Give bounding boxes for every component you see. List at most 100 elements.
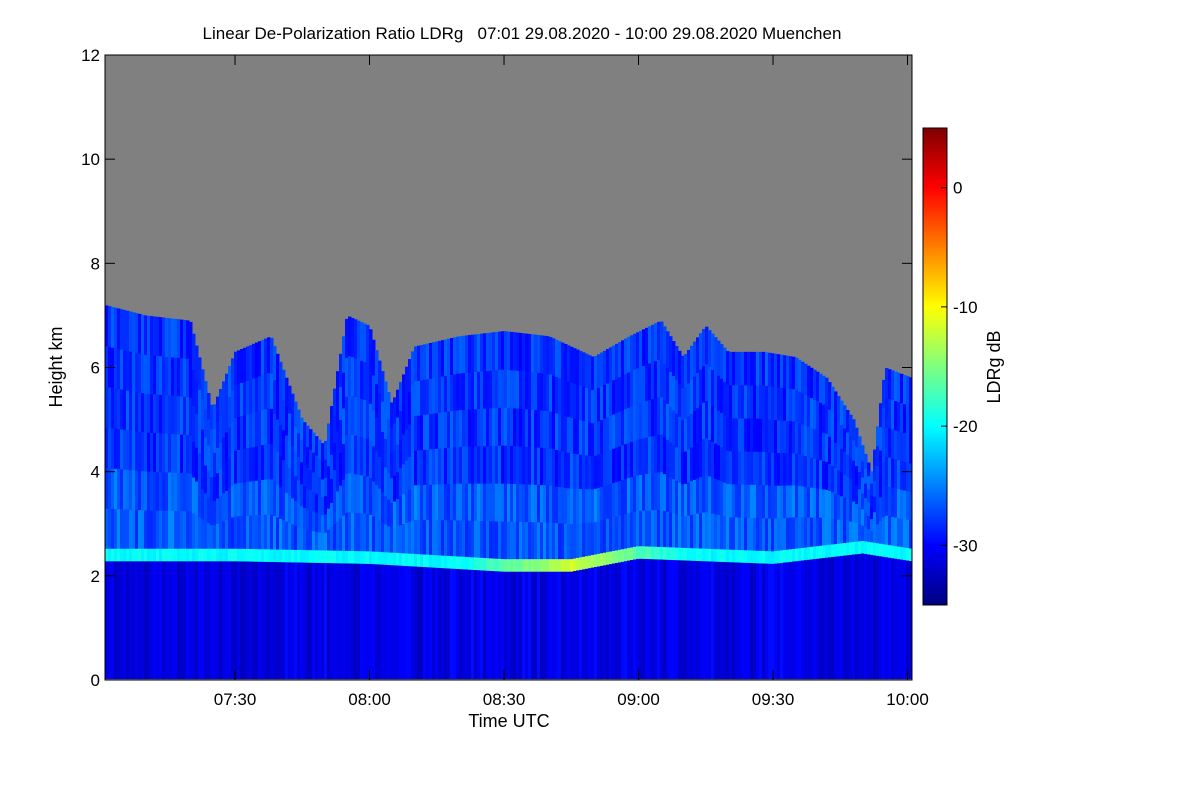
cloud-cell (753, 385, 757, 419)
cloud-cell (507, 483, 511, 522)
melting-layer-cell (204, 548, 208, 562)
lower-layer-cell (417, 566, 421, 679)
lower-layer-cell (333, 563, 337, 679)
cloud-cell (498, 407, 502, 446)
ldr-column (522, 333, 526, 679)
cloud-cell (714, 337, 718, 373)
cloud-cell (903, 518, 907, 549)
cloud-cell (636, 474, 640, 512)
cloud-cell (687, 515, 691, 549)
melting-layer-cell (447, 555, 451, 569)
cloud-cell (525, 483, 529, 523)
cloud-cell (717, 444, 721, 481)
melting-layer-cell (477, 557, 481, 571)
ldr-column (252, 343, 256, 679)
cloud-cell (438, 448, 442, 485)
cloud-cell (381, 401, 385, 432)
ldr-column (513, 332, 517, 679)
cloud-cell (342, 443, 346, 480)
cloud-cell (195, 413, 199, 448)
cloud-cell (297, 432, 301, 457)
cloud-cell (627, 442, 631, 479)
cloud-cell (696, 372, 700, 409)
ldr-column (570, 346, 574, 679)
cloud-cell (432, 413, 436, 450)
cloud-cell (240, 382, 244, 417)
cloud-cell (813, 369, 817, 400)
cloud-cell (294, 426, 298, 452)
cloud-cell (435, 341, 439, 378)
cloud-cell (396, 525, 400, 554)
lower-layer-cell (366, 563, 370, 679)
cloud-cell (495, 369, 499, 409)
cloud-cell (291, 497, 295, 525)
cloud-cell (303, 528, 307, 551)
cloud-cell (390, 452, 394, 479)
lower-layer-cell (168, 561, 172, 679)
cloud-cell (342, 336, 346, 373)
cloud-cell (693, 444, 697, 480)
ldr-column (864, 453, 868, 679)
cloud-cell (846, 520, 850, 544)
melting-layer-cell (327, 550, 331, 564)
cloud-cell (879, 520, 883, 545)
cloud-cell (462, 519, 466, 558)
cloud-cell (333, 442, 337, 471)
cloud-cell (117, 428, 121, 470)
cloud-cell (744, 418, 748, 452)
cloud-cell (345, 318, 349, 359)
cloud-cell (777, 517, 781, 552)
cloud-cell (714, 443, 718, 479)
cloud-cell (654, 397, 658, 436)
cloud-cell (363, 513, 367, 552)
cloud-cell (543, 335, 547, 374)
cloud-cell (720, 515, 724, 550)
cloud-cell (324, 495, 328, 515)
melting-layer-cell (231, 548, 235, 562)
cloud-cell (768, 518, 772, 552)
ldr-column (213, 404, 217, 679)
melting-layer-cell (480, 557, 484, 571)
melting-layer-cell (399, 553, 403, 566)
cloud-cell (684, 418, 688, 452)
lower-layer-cell (384, 564, 388, 679)
ldr-column (756, 351, 760, 679)
melting-layer-cell (213, 548, 217, 562)
melting-layer-cell (297, 549, 301, 563)
cloud-cell (414, 484, 418, 520)
cloud-cell (852, 419, 856, 441)
melting-layer-cell (417, 554, 421, 567)
melting-layer-cell (498, 558, 502, 572)
cloud-cell (657, 359, 661, 398)
cloud-cell (663, 436, 667, 475)
cloud-cell (243, 515, 247, 550)
ldr-column (696, 337, 700, 679)
cloud-cell (120, 309, 124, 350)
cloud-cell (831, 386, 835, 414)
cloud-cell (558, 450, 562, 488)
ldr-column (351, 317, 355, 679)
cloud-cell (327, 508, 331, 530)
melting-layer-cell (660, 547, 664, 560)
ldr-column (279, 361, 283, 679)
ldr-column (606, 349, 610, 679)
melting-layer-cell (891, 545, 895, 559)
cloud-cell (282, 459, 286, 491)
cloud-cell (528, 484, 532, 523)
cloud-cell (735, 384, 739, 419)
cloud-cell (555, 486, 559, 524)
lower-layer-cell (717, 561, 721, 679)
cloud-cell (144, 470, 148, 511)
melting-layer-cell (285, 549, 289, 563)
cloud-cell (447, 483, 451, 521)
cloud-cell (783, 452, 787, 486)
cloud-cell (738, 483, 742, 518)
cloud-cell (747, 517, 751, 551)
ldr-column (861, 445, 865, 679)
cloud-cell (855, 484, 859, 505)
cloud-cell (249, 379, 253, 414)
cloud-cell (540, 484, 544, 523)
ldr-column (165, 317, 169, 679)
cloud-cell (123, 389, 127, 430)
cloud-cell (564, 415, 568, 453)
